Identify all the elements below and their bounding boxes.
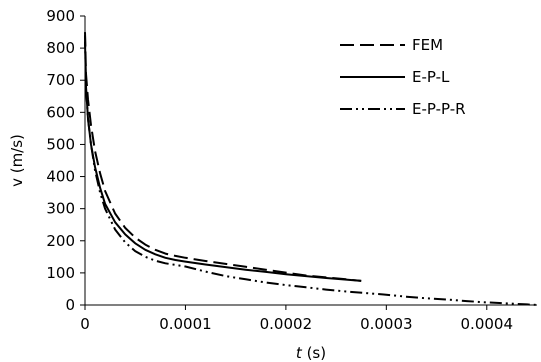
x-axis-ticks: 0 0.0001 0.0002 0.0003 0.0004 bbox=[80, 305, 513, 333]
y-axis-ticks: 0 100 200 300 400 500 600 700 800 900 bbox=[46, 7, 85, 314]
y-tick-label: 800 bbox=[46, 39, 75, 57]
x-tick-label: 0.0001 bbox=[159, 315, 212, 333]
y-tick-label: 400 bbox=[46, 168, 75, 186]
series-line-e-p-p-r bbox=[84, 35, 538, 306]
x-axis-title: t (s) bbox=[296, 344, 326, 362]
x-tick-label: 0 bbox=[80, 315, 90, 333]
legend: FEM E-P-L E-P-P-R bbox=[340, 36, 466, 118]
y-axis-title: v (m/s) bbox=[8, 134, 26, 187]
legend-label-e-p-l: E-P-L bbox=[412, 68, 450, 86]
y-tick-label: 600 bbox=[46, 103, 75, 121]
x-tick-label: 0.0002 bbox=[260, 315, 313, 333]
x-axis-title-unit: (s) bbox=[307, 344, 327, 362]
y-tick-label: 0 bbox=[65, 296, 75, 314]
series-group bbox=[84, 32, 538, 306]
y-tick-label: 100 bbox=[46, 264, 75, 282]
y-tick-label: 900 bbox=[46, 7, 75, 25]
x-tick-label: 0.0003 bbox=[360, 315, 413, 333]
y-tick-label: 200 bbox=[46, 232, 75, 250]
series-line-e-p-l bbox=[84, 41, 362, 282]
x-tick-label: 0.0004 bbox=[461, 315, 514, 333]
x-axis-title-var: t bbox=[296, 344, 303, 362]
y-tick-label: 500 bbox=[46, 135, 75, 153]
y-tick-label: 300 bbox=[46, 200, 75, 218]
legend-label-fem: FEM bbox=[412, 36, 443, 54]
legend-label-e-p-p-r: E-P-P-R bbox=[412, 100, 466, 118]
series-line-fem bbox=[84, 32, 362, 282]
y-tick-label: 700 bbox=[46, 71, 75, 89]
